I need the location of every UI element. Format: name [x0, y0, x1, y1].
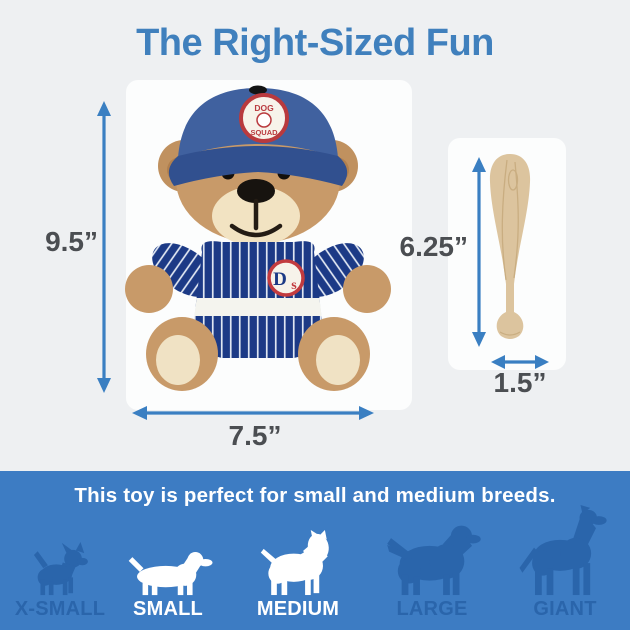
chihuahua-icon — [33, 542, 88, 596]
breed-label: LARGE — [396, 598, 468, 620]
banner-headline: This toy is perfect for small and medium… — [74, 484, 556, 507]
breed-label: X-SMALL — [14, 598, 106, 620]
breed-label: SMALL — [133, 598, 203, 620]
cap-badge: DOG SQUAD — [239, 93, 289, 143]
cap-badge-text-top: DOG — [254, 103, 274, 113]
bat-height-arrow — [472, 157, 486, 347]
bear-feet — [146, 317, 370, 391]
breed-x-small: X-SMALL — [0, 542, 120, 620]
breed-giant: GIANT — [505, 505, 625, 620]
toy-height-arrow — [97, 101, 111, 393]
retriever-icon — [386, 525, 481, 596]
baseball-bat-image — [489, 154, 531, 339]
bat-height-label: 6.25” — [399, 231, 469, 262]
bat-width-label: 1.5” — [493, 367, 547, 398]
breed-label: MEDIUM — [256, 598, 340, 620]
toy-width-arrow — [132, 406, 374, 420]
great-dane-icon — [519, 505, 607, 596]
bear-baseball-cap: DOG SQUAD — [168, 85, 348, 186]
breed-large: LARGE — [372, 515, 492, 620]
dachshund-icon — [128, 552, 212, 596]
cap-badge-text-bottom: SQUAD — [250, 128, 278, 137]
chest-badge-letter-d: D — [273, 269, 287, 290]
bull-terrier-icon — [260, 530, 329, 596]
toy-height-label: 9.5” — [45, 226, 98, 257]
page-title: The Right-Sized Fun — [136, 22, 494, 64]
toy-width-label: 7.5” — [228, 420, 282, 451]
bat-width-arrow — [491, 355, 549, 369]
bear-uniform-belt — [193, 298, 323, 316]
breed-suitability-banner: This toy is perfect for small and medium… — [0, 471, 630, 630]
bat-wood-grain — [499, 159, 521, 336]
breed-small: SMALL — [108, 546, 228, 620]
breed-label: GIANT — [533, 598, 597, 620]
chest-badge: D s — [267, 259, 305, 297]
bear-paws — [125, 265, 391, 313]
chest-badge-letter-s: s — [291, 278, 297, 293]
breed-medium: MEDIUM — [238, 530, 358, 620]
teddy-bear-image: DOG SQUAD D s — [125, 85, 391, 391]
